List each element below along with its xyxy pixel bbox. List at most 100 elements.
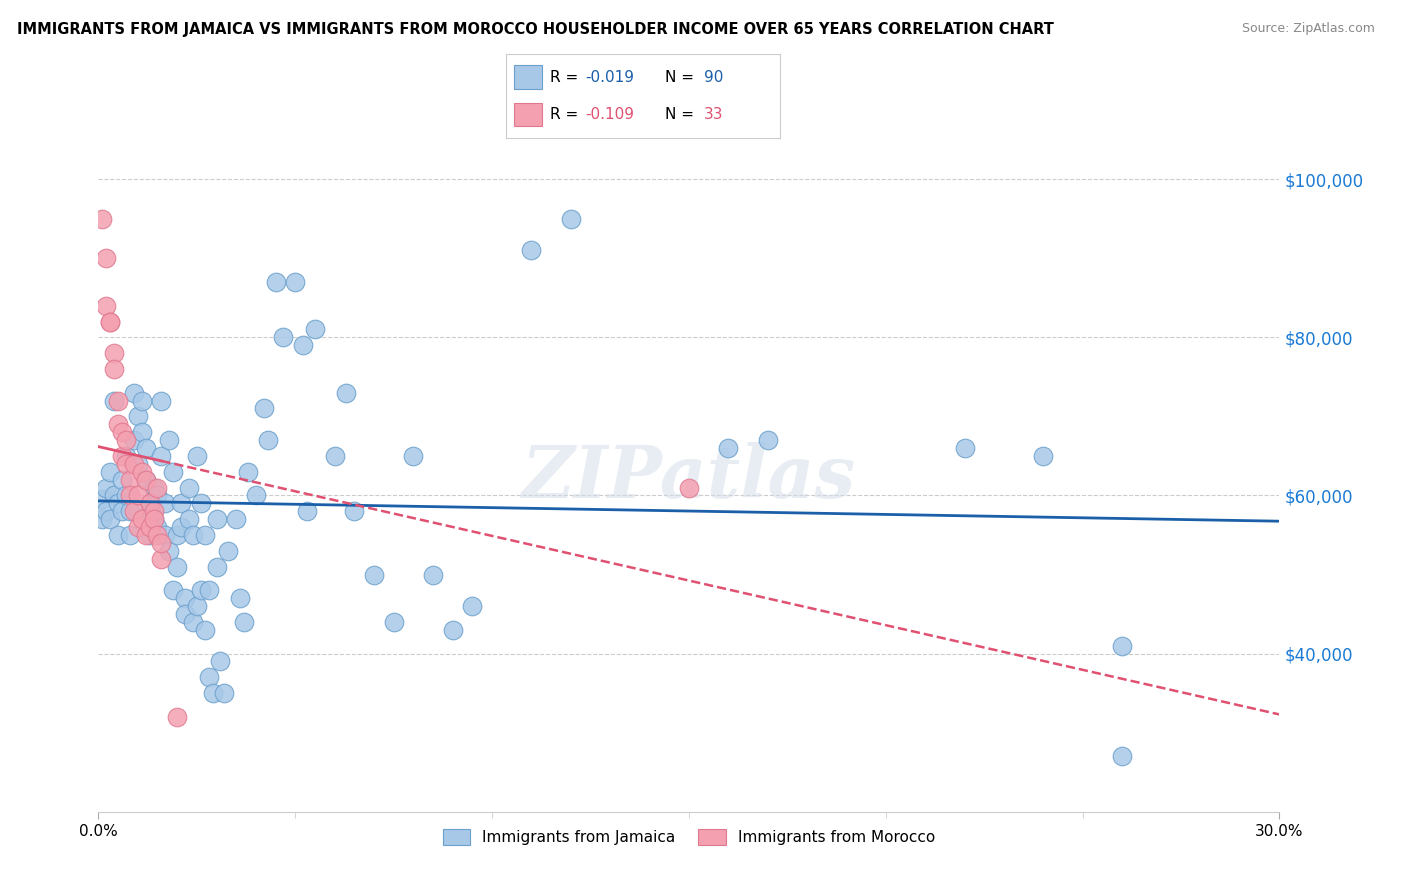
Point (131, 465, 153, 479)
Point (197, 583, 219, 598)
Point (111, 504, 134, 518)
Point (209, 655, 232, 669)
Text: 90: 90 (703, 70, 723, 85)
Point (170, 496, 193, 510)
FancyBboxPatch shape (515, 103, 541, 127)
Point (170, 520, 193, 534)
Point (91, 211, 114, 226)
Point (122, 504, 145, 518)
Point (245, 488, 267, 502)
Point (174, 591, 197, 606)
Point (127, 457, 149, 471)
Point (138, 528, 160, 542)
Point (236, 465, 259, 479)
Point (150, 536, 173, 550)
Point (520, 244, 543, 258)
Point (402, 449, 425, 463)
Point (181, 615, 204, 629)
Point (190, 496, 212, 510)
Point (115, 433, 138, 447)
Point (190, 583, 212, 598)
Text: N =: N = (665, 70, 699, 85)
Point (111, 425, 134, 440)
Point (461, 599, 484, 614)
FancyBboxPatch shape (515, 65, 541, 89)
Text: IMMIGRANTS FROM JAMAICA VS IMMIGRANTS FROM MOROCCO HOUSEHOLDER INCOME OVER 65 YE: IMMIGRANTS FROM JAMAICA VS IMMIGRANTS FR… (17, 22, 1053, 37)
Legend: Immigrants from Jamaica, Immigrants from Morocco: Immigrants from Jamaica, Immigrants from… (434, 822, 943, 853)
Point (142, 504, 165, 518)
Point (194, 623, 217, 637)
Point (155, 496, 177, 510)
Point (98, 465, 121, 479)
Point (150, 393, 173, 408)
Point (186, 449, 208, 463)
Point (146, 520, 169, 534)
Point (205, 512, 228, 526)
Point (135, 528, 157, 542)
Text: -0.109: -0.109 (586, 107, 634, 122)
Point (174, 607, 197, 621)
Text: 33: 33 (703, 107, 723, 122)
Point (273, 330, 295, 344)
Point (98, 314, 121, 328)
Point (157, 544, 180, 558)
Point (142, 512, 165, 526)
Point (103, 488, 125, 502)
Point (122, 385, 145, 400)
Point (98, 512, 121, 526)
Point (157, 433, 180, 447)
Point (118, 528, 141, 542)
Point (166, 710, 188, 724)
Point (953, 441, 976, 455)
Point (422, 567, 444, 582)
Point (91, 492, 114, 507)
Point (284, 275, 307, 289)
Text: R =: R = (550, 70, 583, 85)
Point (150, 551, 173, 566)
Point (560, 211, 582, 226)
Point (115, 488, 138, 502)
Point (115, 457, 138, 471)
Point (103, 393, 125, 408)
Point (162, 583, 184, 598)
Point (96, 481, 118, 495)
Point (131, 393, 153, 408)
Point (201, 686, 224, 700)
Point (205, 559, 228, 574)
Point (194, 528, 217, 542)
Point (363, 567, 385, 582)
Point (131, 425, 153, 440)
Point (142, 512, 165, 526)
Point (343, 504, 366, 518)
Text: R =: R = (550, 107, 583, 122)
Point (127, 409, 149, 424)
Point (138, 520, 160, 534)
Point (127, 520, 149, 534)
Point (135, 473, 157, 487)
Point (335, 385, 357, 400)
Point (162, 465, 184, 479)
Point (150, 449, 173, 463)
Point (118, 473, 141, 487)
Text: -0.019: -0.019 (586, 70, 634, 85)
Point (181, 528, 204, 542)
Point (118, 504, 141, 518)
Point (146, 488, 169, 502)
Point (127, 488, 149, 502)
Point (96, 504, 118, 518)
Point (166, 528, 188, 542)
Point (107, 528, 129, 542)
Point (91, 512, 114, 526)
Text: ZIPatlas: ZIPatlas (522, 442, 856, 513)
Point (131, 512, 153, 526)
Point (135, 473, 157, 487)
Point (717, 441, 740, 455)
Point (142, 481, 165, 495)
Point (177, 512, 200, 526)
Point (138, 504, 160, 518)
Point (253, 401, 276, 416)
Point (146, 481, 169, 495)
Point (1111, 749, 1133, 764)
Point (122, 457, 145, 471)
Point (186, 599, 208, 614)
